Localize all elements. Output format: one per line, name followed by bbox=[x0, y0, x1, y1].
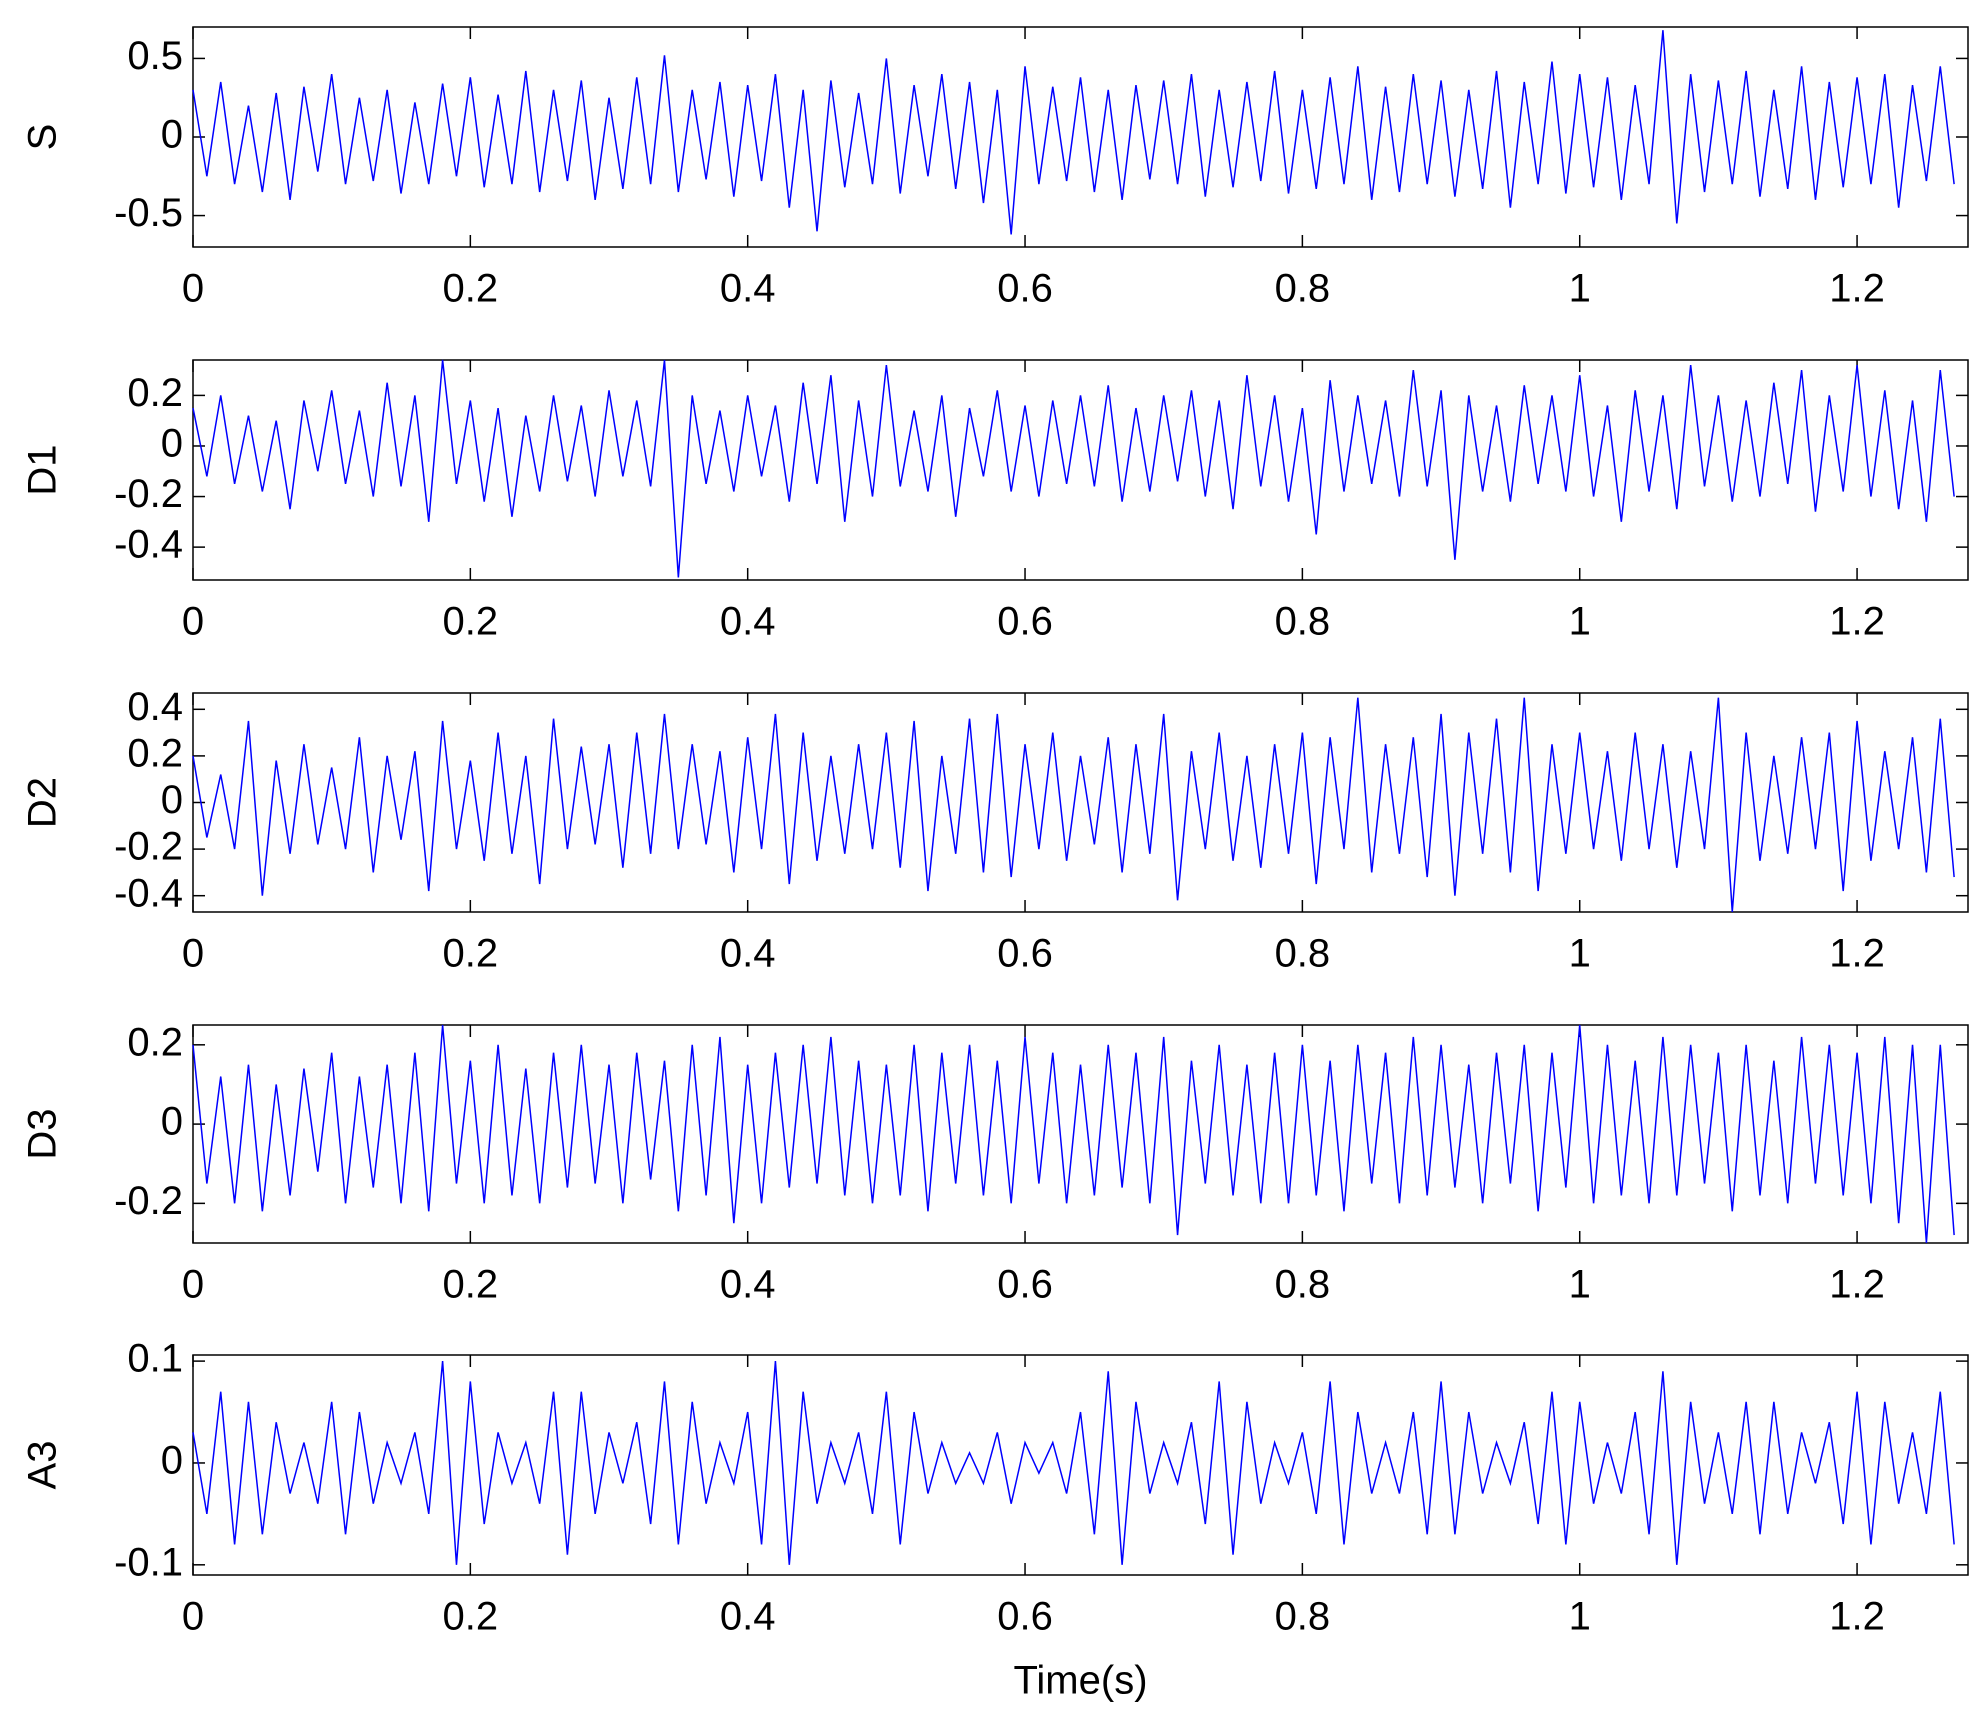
x-tick-label: 0.2 bbox=[443, 600, 499, 644]
x-tick-label: 0.8 bbox=[1275, 1263, 1331, 1307]
x-tick-label: 0.8 bbox=[1275, 600, 1331, 644]
x-tick-label: 0.4 bbox=[720, 600, 776, 644]
y-tick-label: 0 bbox=[161, 422, 183, 466]
subplot: 0 0.2 0.4 0.6 0.8 1 1.2 -0.5 0 0.5 S bbox=[21, 26, 1969, 311]
y-tick-label: 0.2 bbox=[127, 1020, 183, 1064]
x-tick-label: 0.6 bbox=[997, 932, 1053, 976]
y-tick-label: -0.2 bbox=[114, 825, 183, 869]
x-tick-label: 0 bbox=[182, 932, 204, 976]
x-tick-label: 0.6 bbox=[997, 267, 1053, 311]
signal-line bbox=[192, 1024, 1955, 1244]
y-axis-label: S bbox=[21, 124, 65, 151]
y-axis-label: A3 bbox=[21, 1441, 65, 1490]
signal-line bbox=[192, 359, 1955, 578]
x-tick-label: 1.2 bbox=[1829, 600, 1885, 644]
plot-area bbox=[192, 1354, 1969, 1576]
x-tick-label: 0.4 bbox=[720, 1263, 776, 1307]
y-tick-label: -0.4 bbox=[114, 871, 183, 915]
x-tick-label: 1.2 bbox=[1829, 1263, 1885, 1307]
x-tick-label: 0.6 bbox=[997, 600, 1053, 644]
y-tick-label: 0.2 bbox=[127, 371, 183, 415]
x-tick-label: 1.2 bbox=[1829, 1595, 1885, 1639]
y-tick-label: 0 bbox=[161, 113, 183, 157]
y-tick-label: 0 bbox=[161, 1439, 183, 1483]
x-tick-label: 0.2 bbox=[443, 1263, 499, 1307]
y-axis-label: D1 bbox=[21, 444, 65, 495]
y-tick-label: -0.2 bbox=[114, 1179, 183, 1223]
x-tick-label: 0.2 bbox=[443, 1595, 499, 1639]
x-tick-label: 0.8 bbox=[1275, 932, 1331, 976]
x-tick-label: 1 bbox=[1569, 1595, 1591, 1639]
x-tick-label: 0.2 bbox=[443, 267, 499, 311]
plot-area bbox=[192, 1024, 1969, 1244]
y-tick-label: 0.5 bbox=[127, 34, 183, 78]
x-tick-label: 0.8 bbox=[1275, 267, 1331, 311]
subplot: 0 0.2 0.4 0.6 0.8 1 1.2-0.4-0.200.20.4D2 bbox=[21, 685, 1969, 976]
x-tick-label: 0.4 bbox=[720, 267, 776, 311]
x-tick-label: 0 bbox=[182, 600, 204, 644]
x-tick-label: 0.6 bbox=[997, 1263, 1053, 1307]
plot-area bbox=[192, 692, 1969, 913]
y-tick-label: -0.2 bbox=[114, 472, 183, 516]
x-tick-label: 0 bbox=[182, 1595, 204, 1639]
y-tick-label: 0.2 bbox=[127, 731, 183, 775]
x-tick-label: 0.4 bbox=[720, 932, 776, 976]
subplot: 0 0.2 0.4 0.6 0.8 1 1.2 -0.4 -0.2 0 0.2 D1 bbox=[21, 359, 1969, 644]
x-tick-label: 1 bbox=[1569, 932, 1591, 976]
signal-line bbox=[192, 697, 1955, 913]
x-tick-label: 1 bbox=[1569, 600, 1591, 644]
x-tick-label: 0 bbox=[182, 1263, 204, 1307]
signal-line bbox=[192, 30, 1955, 235]
x-tick-label: 0.8 bbox=[1275, 1595, 1331, 1639]
x-axis-label: Time(s) bbox=[1013, 1659, 1147, 1703]
x-tick-label: 0.4 bbox=[720, 1595, 776, 1639]
y-tick-label: 0 bbox=[161, 1100, 183, 1144]
x-tick-label: 1 bbox=[1569, 267, 1591, 311]
y-axis-label: D3 bbox=[21, 1108, 65, 1159]
y-tick-label: 0.4 bbox=[127, 685, 183, 729]
subplot: 0 0.2 0.4 0.6 0.8 1 1.2 -0.2 0 0.2 D3 bbox=[21, 1020, 1969, 1307]
y-tick-label: -0.5 bbox=[114, 191, 183, 235]
y-tick-label: -0.1 bbox=[114, 1540, 183, 1584]
y-tick-label: 0 bbox=[161, 778, 183, 822]
plot-area bbox=[192, 26, 1969, 248]
x-tick-label: 0 bbox=[182, 267, 204, 311]
x-tick-label: 0.2 bbox=[443, 932, 499, 976]
x-tick-label: 1.2 bbox=[1829, 932, 1885, 976]
y-tick-label: -0.4 bbox=[114, 523, 183, 567]
x-tick-label: 0.6 bbox=[997, 1595, 1053, 1639]
x-tick-label: 1 bbox=[1569, 1263, 1591, 1307]
subplot: 0 0.2 0.4 0.6 0.8 1 1.2 -0.1 0 0.1 A3 Time(s) bbox=[21, 1337, 1969, 1703]
signal-line bbox=[192, 1361, 1955, 1565]
y-axis-label: D2 bbox=[21, 777, 65, 828]
x-tick-label: 1.2 bbox=[1829, 267, 1885, 311]
y-tick-label: 0.1 bbox=[127, 1337, 183, 1381]
